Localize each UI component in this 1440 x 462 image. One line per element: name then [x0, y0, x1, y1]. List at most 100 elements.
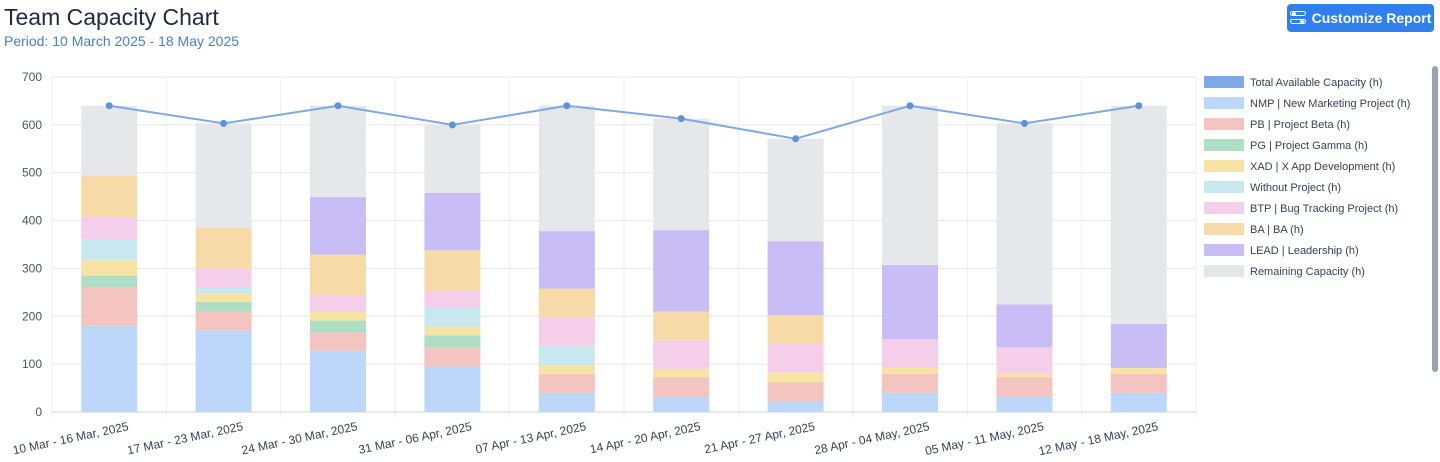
legend-label: PB | Project Beta (h) — [1250, 119, 1350, 131]
legend-swatch — [1204, 97, 1244, 109]
legend-label: Remaining Capacity (h) — [1250, 266, 1365, 278]
capacity-line — [105, 102, 1143, 143]
bar-segment — [996, 304, 1053, 348]
chart-legend: Total Available Capacity (h) NMP | New Ma… — [1204, 76, 1410, 278]
bar-segment — [767, 344, 824, 373]
bar-segment — [310, 197, 366, 255]
y-tick-label: 400 — [22, 214, 42, 228]
legend-scrollbar[interactable] — [1432, 66, 1438, 372]
bar-segment — [1110, 105, 1167, 324]
y-tick-label: 100 — [22, 357, 42, 371]
bar-segment — [538, 317, 595, 346]
capacity-point — [1135, 102, 1143, 110]
bar-segment — [767, 138, 824, 242]
bar-segment — [310, 311, 366, 321]
y-tick-label: 0 — [35, 405, 42, 419]
bar-segment — [81, 260, 138, 276]
bar-segment — [195, 301, 252, 312]
x-tick-label: 17 Mar - 23 Mar, 2025 — [126, 419, 245, 457]
bar-segment — [767, 401, 824, 412]
legend-swatch — [1204, 139, 1244, 151]
bar-segment — [653, 118, 710, 231]
bar-segment — [424, 366, 481, 412]
capacity-point — [220, 119, 228, 127]
bar-segment — [653, 340, 710, 369]
page-title: Team Capacity Chart — [4, 4, 219, 30]
bar-segment — [195, 330, 252, 412]
bar-segment — [195, 311, 252, 331]
bar-segment — [310, 295, 366, 312]
bar-segment — [882, 339, 938, 368]
legend-swatch — [1204, 76, 1244, 88]
bar-segment — [538, 373, 595, 393]
y-tick-label: 600 — [22, 118, 42, 132]
x-tick-label: 05 May - 11 May, 2025 — [924, 419, 1046, 458]
y-tick-label: 300 — [22, 261, 42, 275]
bar-segment — [653, 368, 710, 378]
x-tick-label: 10 Mar - 16 Mar, 2025 — [11, 419, 130, 457]
x-tick-label: 31 Mar - 06 Apr, 2025 — [357, 419, 473, 457]
period-label: Period: 10 March 2025 - 18 May 2025 — [4, 33, 240, 49]
bar-segment — [653, 377, 710, 397]
y-tick-label: 200 — [22, 309, 42, 323]
bar-segment — [996, 396, 1053, 412]
bar-segment — [1110, 373, 1167, 393]
bar-segment — [767, 315, 824, 345]
bar-segment — [310, 332, 366, 351]
capacity-point — [563, 102, 571, 110]
y-tick-label: 700 — [22, 70, 42, 84]
x-tick-label: 07 Apr - 13 Apr, 2025 — [474, 419, 588, 456]
chart-bars — [81, 105, 1167, 412]
bar-segment — [1110, 392, 1167, 412]
bar-segment — [767, 241, 824, 316]
bar-segment — [1110, 367, 1167, 374]
bar-segment — [424, 326, 481, 336]
bar-segment — [195, 287, 252, 294]
bar-segment — [653, 230, 710, 312]
bar-segment — [996, 377, 1053, 397]
bar-segment — [538, 345, 595, 366]
bar-segment — [81, 216, 138, 240]
bar-segment — [767, 372, 824, 383]
bar-segment — [882, 373, 938, 393]
bar-segment — [424, 290, 481, 308]
bar-segment — [424, 307, 481, 327]
bar-segment — [996, 347, 1053, 374]
report-header: Team Capacity Chart Period: 10 March 202… — [0, 0, 1440, 60]
legend-label: XAD | X App Development (h) — [1250, 161, 1395, 173]
bar-segment — [538, 105, 595, 232]
bar-segment — [538, 231, 595, 289]
legend-label: LEAD | Leadership (h) — [1250, 245, 1359, 257]
bar-segment — [653, 396, 710, 412]
customize-report-button[interactable]: Customize Report — [1287, 4, 1434, 32]
bar-segment — [653, 311, 710, 341]
bar-segment — [310, 105, 366, 198]
x-tick-label: 12 May - 18 May, 2025 — [1037, 419, 1159, 458]
bar-segment — [81, 176, 138, 217]
legend-label: NMP | New Marketing Project (h) — [1250, 98, 1410, 110]
bar-segment — [310, 350, 366, 412]
bar-segment — [424, 335, 481, 348]
capacity-point — [677, 115, 685, 123]
legend-swatch — [1204, 202, 1244, 214]
bar-segment — [81, 287, 138, 326]
bar-segment — [81, 239, 138, 261]
x-tick-label: 28 Apr - 04 May, 2025 — [813, 419, 931, 457]
bar-segment — [195, 227, 252, 269]
bar-segment — [424, 347, 481, 367]
bar-segment — [195, 123, 252, 228]
x-tick-label: 24 Mar - 30 Mar, 2025 — [240, 419, 359, 457]
bar-segment — [538, 392, 595, 412]
legend-swatch — [1204, 244, 1244, 256]
legend-swatch — [1204, 118, 1244, 130]
bar-segment — [81, 275, 138, 288]
bar-segment — [538, 365, 595, 374]
legend-label: Without Project (h) — [1250, 182, 1341, 194]
legend-swatch — [1204, 160, 1244, 172]
bar-segment — [310, 254, 366, 296]
bar-segment — [882, 367, 938, 374]
sliders-icon — [1289, 11, 1306, 25]
capacity-point — [334, 102, 342, 110]
